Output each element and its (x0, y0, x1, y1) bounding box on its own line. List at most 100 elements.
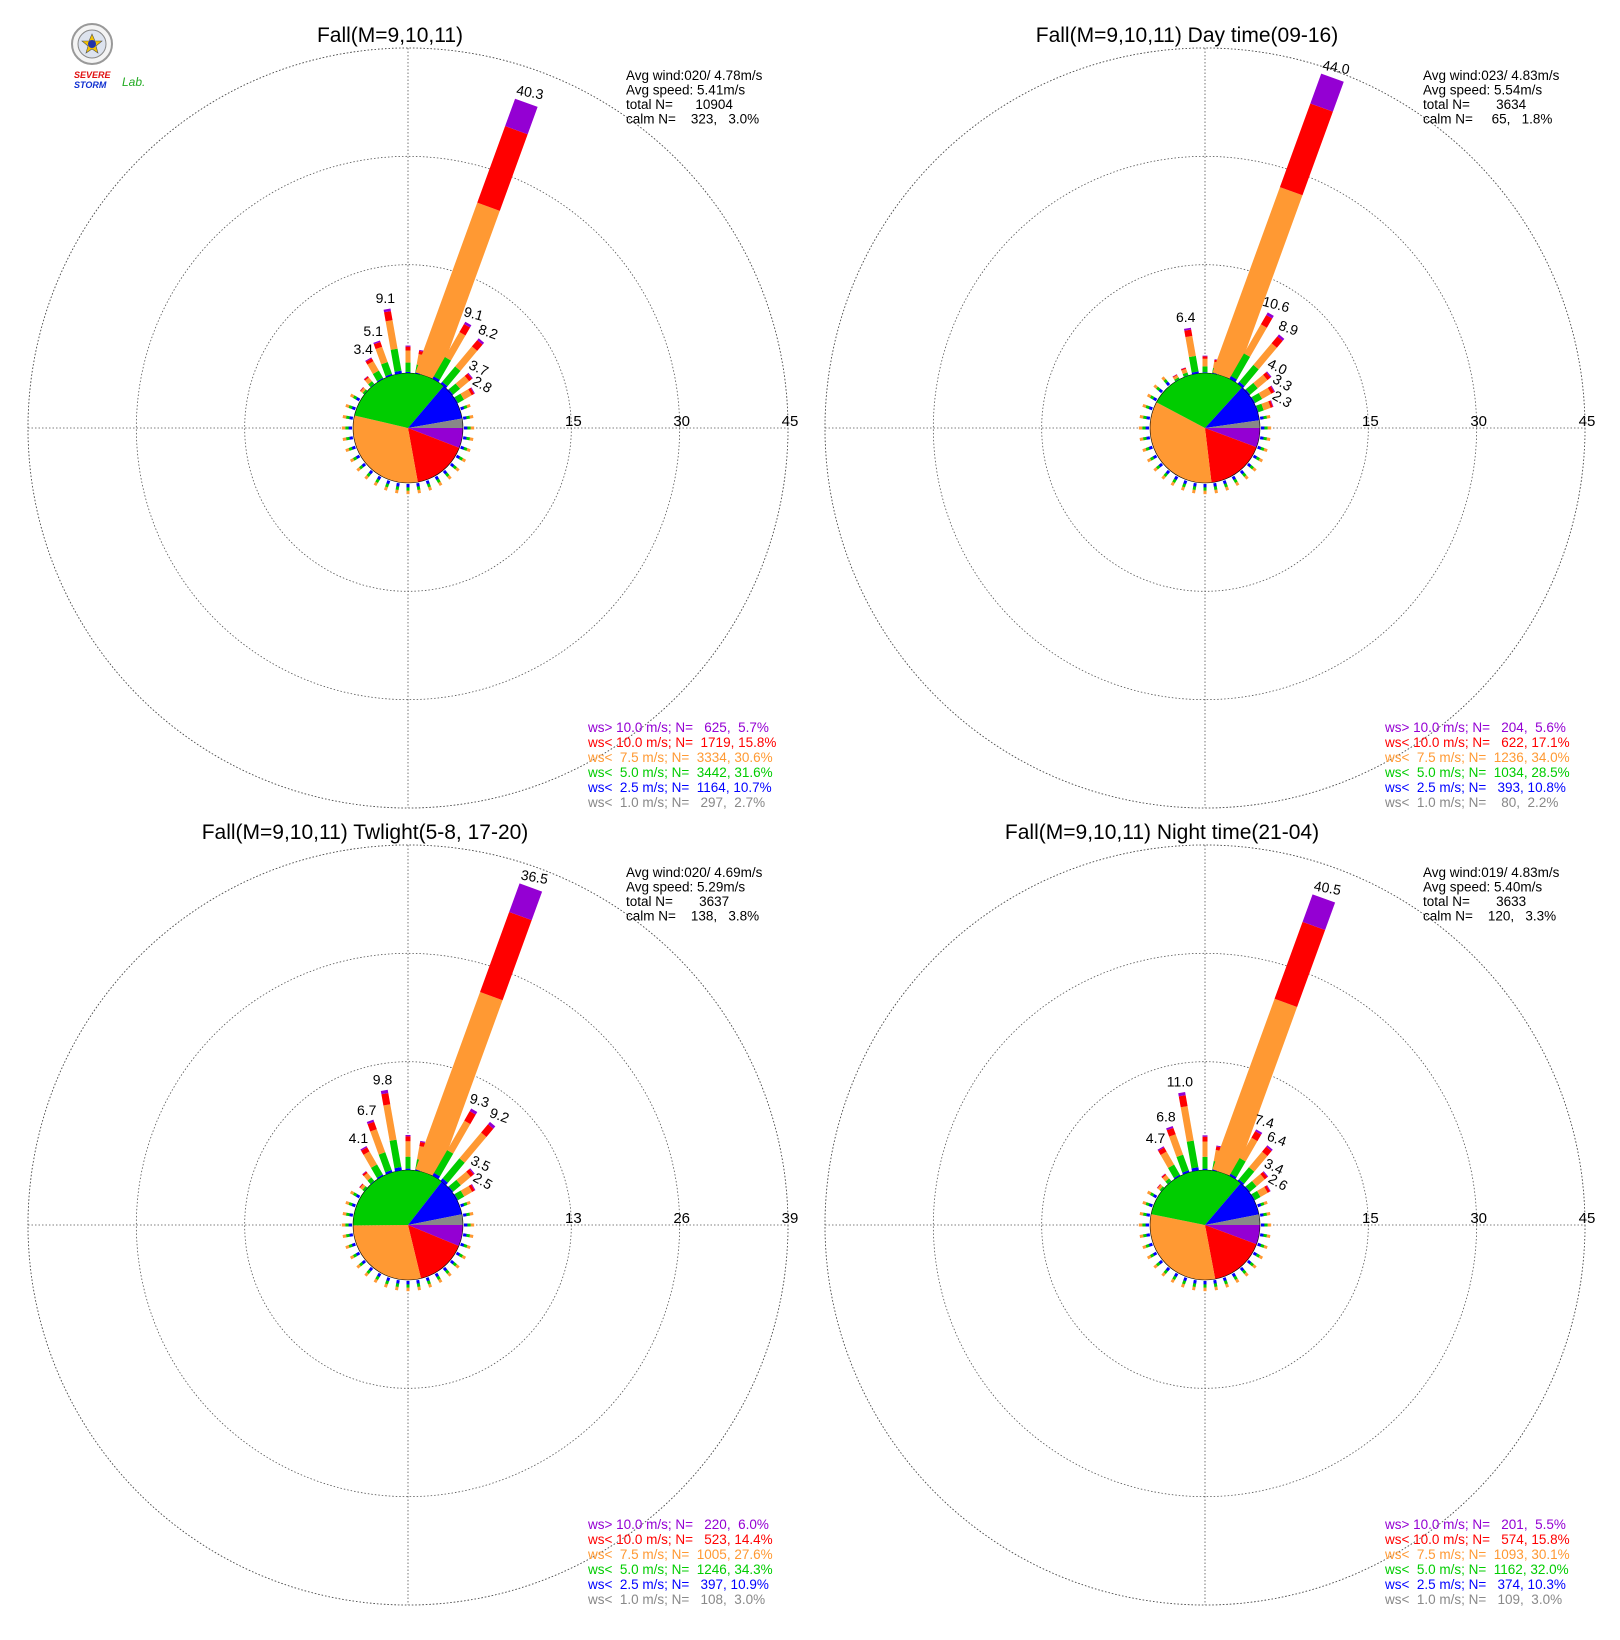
direction-bar-340: 5.1 (363, 323, 393, 378)
tick-bar-250 (1142, 448, 1147, 453)
bar-label: 5.1 (363, 323, 383, 339)
stats-line-2: Avg speed: 5.41m/s (626, 83, 745, 98)
bar-segment (1253, 343, 1277, 370)
bar-label: 4.0 (1265, 355, 1290, 378)
bar-segment (433, 356, 452, 380)
bar-label: 9.1 (376, 290, 396, 306)
tick-bar-260 (345, 1233, 350, 1238)
bar-segment (1256, 403, 1264, 413)
legend-entry-5: ws< 2.5 m/s; N= 397, 10.9% (587, 1577, 769, 1592)
tick-bar-70 (466, 1200, 471, 1205)
tick-bar-260 (1139, 1234, 1144, 1238)
tick-bar-300 (1146, 1190, 1152, 1195)
bar-segment (1191, 1167, 1199, 1172)
bar-segment (1260, 1171, 1268, 1180)
bar-segment (385, 373, 393, 378)
tick-bar-280 (1139, 415, 1144, 419)
bar-label: 8.2 (476, 321, 500, 343)
ring-label-1: 15 (1362, 413, 1379, 430)
tick-bar-230 (356, 1264, 361, 1269)
tick-bar-300 (1152, 396, 1158, 402)
bar-segment (440, 381, 448, 389)
bar-segment (459, 1132, 487, 1163)
legend-entry-6: ws< 1.0 m/s; N= 109, 3.0% (1384, 1592, 1562, 1607)
tick-bar-200 (1182, 483, 1187, 488)
stats-line-4: calm N= 323, 3.0% (626, 112, 759, 127)
bar-label: 40.3 (515, 82, 545, 103)
direction-bar-50: 3.5 (447, 1152, 493, 1193)
ring-label-3: 45 (782, 413, 799, 430)
direction-bar-40: 6.4 (1237, 1128, 1289, 1186)
tick-bar-80 (462, 416, 467, 420)
tick-bar-300 (1149, 395, 1155, 400)
tick-bar-110 (1257, 1242, 1262, 1247)
tick-bar-130 (1249, 1261, 1255, 1267)
tick-bar-280 (342, 415, 347, 419)
tick-bar-300 (352, 1192, 358, 1197)
bar-segment (464, 321, 472, 328)
tick-bar-130 (1249, 464, 1255, 470)
tick-bar-190 (395, 486, 400, 491)
ring-label-2: 30 (1470, 413, 1487, 430)
ring-label-2: 30 (1470, 1210, 1487, 1227)
ring-label-3: 45 (1579, 1210, 1596, 1227)
tick-bar-240 (1149, 456, 1155, 461)
tick-bar-110 (1260, 446, 1265, 451)
tick-bar-190 (1192, 489, 1196, 494)
tick-bar-110 (1263, 448, 1268, 453)
tick-bar-170 (416, 486, 421, 491)
bar-segment (1239, 364, 1259, 387)
tick-bar-230 (1153, 1264, 1158, 1269)
bar-segment (360, 1146, 368, 1151)
tick-bar-170 (1213, 486, 1218, 491)
tick-bar-70 (466, 403, 471, 408)
bar-segment (1181, 368, 1188, 375)
bar-segment (464, 373, 473, 382)
small-bar-330 (1172, 374, 1180, 382)
stats-line-2: Avg speed: 5.54m/s (1423, 83, 1542, 98)
tick-bar-240 (1149, 1253, 1155, 1258)
tick-bar-290 (1142, 1200, 1147, 1205)
tick-bar-100 (1263, 1233, 1268, 1238)
pie-slice-4 (1151, 1169, 1241, 1225)
tick-bar-250 (1145, 1243, 1150, 1248)
tick-bar-190 (396, 482, 400, 487)
ring-label-1: 15 (565, 413, 582, 430)
stats-line-3: total N= 3633 (1423, 894, 1526, 909)
tick-bar-300 (1146, 393, 1152, 398)
tick-bar-290 (345, 1200, 350, 1205)
bar-segment (361, 1147, 370, 1155)
bar-segment (363, 1151, 378, 1168)
tick-bar-160 (1225, 486, 1230, 491)
bar-segment (372, 370, 384, 382)
logo-text-lab: Lab. (122, 75, 145, 89)
tick-bar-230 (1155, 464, 1161, 470)
tick-bar-220 (368, 469, 374, 475)
tick-bar-170 (417, 1286, 421, 1291)
panel-title: Fall(M=9,10,11) Day time(09-16) (1036, 24, 1338, 47)
bar-label: 44.0 (1321, 57, 1351, 78)
bar-segment (373, 340, 381, 345)
tick-bar-120 (1255, 1253, 1261, 1258)
bar-segment (360, 1184, 366, 1190)
bar-segment (1182, 372, 1189, 377)
tick-bar-200 (1183, 480, 1188, 485)
tick-bar-290 (351, 406, 356, 411)
tick-bar-240 (352, 456, 358, 461)
bar-segment (1260, 314, 1273, 328)
legend-entry-3: ws< 7.5 m/s; N= 1093, 30.1% (1384, 1547, 1570, 1562)
bar-segment (375, 346, 388, 365)
tick-bar-200 (1182, 1280, 1187, 1285)
bar-segment (1252, 1174, 1265, 1187)
bar-segment (454, 393, 465, 404)
tick-bar-240 (1146, 458, 1152, 463)
bar-segment (1244, 1186, 1251, 1193)
tick-bar-250 (1145, 446, 1150, 451)
direction-bar-350: 6.4 (1176, 309, 1199, 375)
tick-bar-140 (444, 472, 450, 478)
tick-bar-140 (1241, 1269, 1247, 1275)
tick-bar-140 (1239, 1266, 1245, 1272)
tick-bar-290 (348, 1202, 353, 1207)
tick-bar-150 (438, 481, 443, 487)
